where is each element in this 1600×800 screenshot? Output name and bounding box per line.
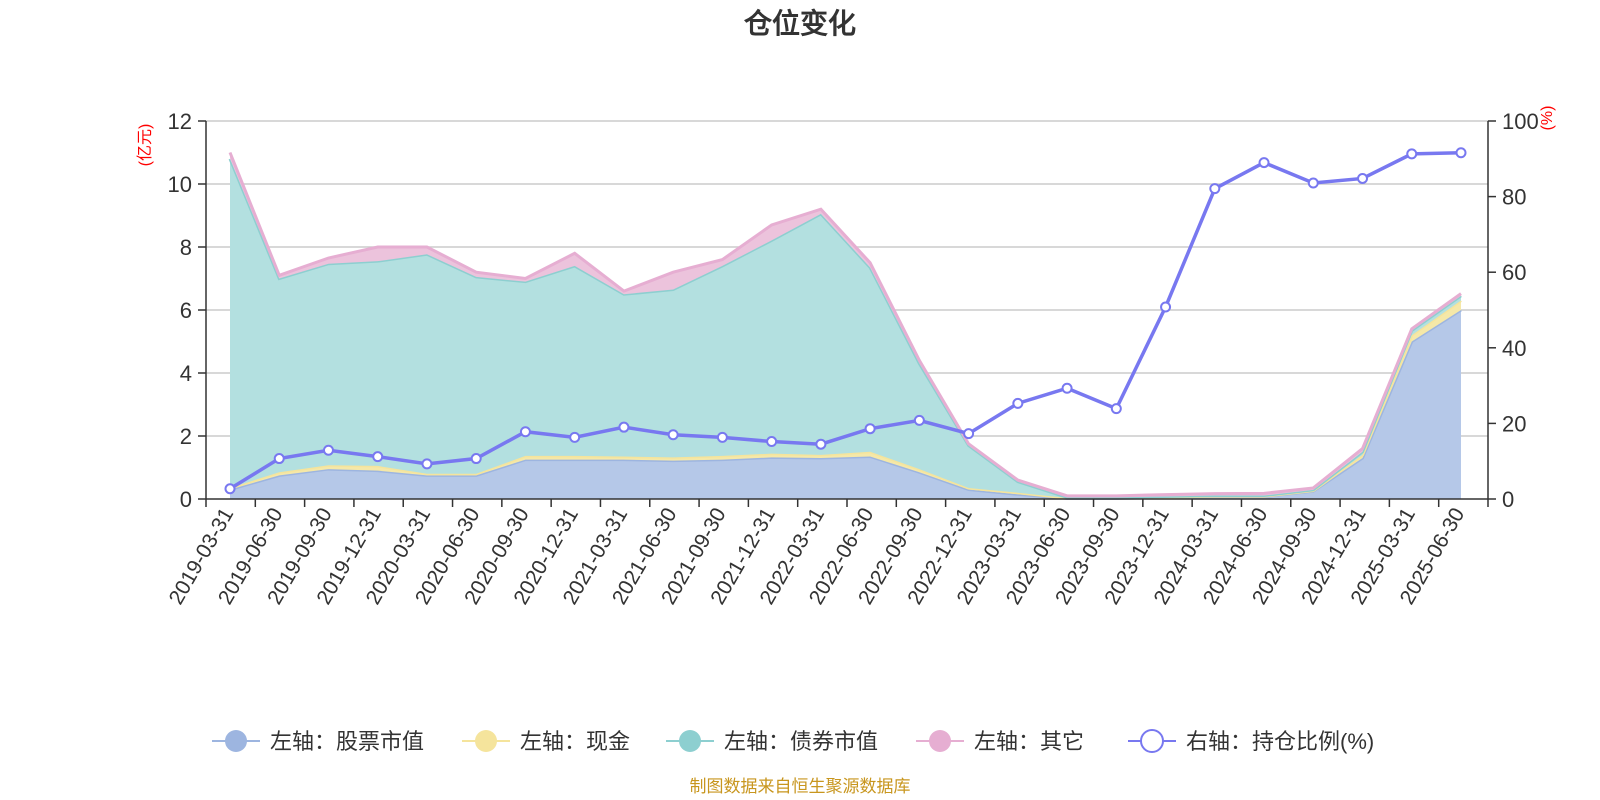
left-tick-label: 8 bbox=[180, 235, 192, 260]
legend-label: 左轴：现金 bbox=[520, 729, 630, 754]
ratio-point bbox=[963, 428, 975, 440]
legend-label: 左轴：债券市值 bbox=[724, 729, 878, 754]
legend-label: 右轴：持仓比例(%) bbox=[1186, 729, 1374, 754]
right-tick-label: 80 bbox=[1502, 185, 1526, 210]
ratio-line bbox=[229, 151, 1462, 491]
legend-item[interactable]: 左轴：股票市值 bbox=[212, 729, 424, 754]
area-series bbox=[228, 151, 1462, 500]
ratio-point bbox=[1307, 177, 1319, 189]
left-tick-label: 0 bbox=[180, 487, 192, 512]
left-tick-label: 2 bbox=[180, 424, 192, 449]
ratio-point bbox=[618, 421, 630, 433]
ratio-point bbox=[372, 451, 384, 463]
legend-marker bbox=[225, 730, 247, 752]
left-axis-unit: (亿元) bbox=[136, 124, 154, 167]
ratio-point bbox=[224, 483, 236, 495]
ratio-point bbox=[273, 453, 285, 465]
right-tick-label: 60 bbox=[1502, 260, 1526, 285]
left-tick-label: 12 bbox=[168, 109, 192, 134]
legend-marker bbox=[1140, 729, 1164, 753]
area-edge-3 bbox=[228, 151, 1462, 498]
ratio-point bbox=[1455, 147, 1467, 159]
ratio-point bbox=[1258, 157, 1270, 169]
legend: 左轴：股票市值 左轴：现金 左轴：债券市值 左轴：其它 右轴：持仓比例(%) bbox=[212, 729, 1374, 754]
ratio-point bbox=[569, 431, 581, 443]
right-tick-label: 100 bbox=[1502, 109, 1539, 134]
chart-title: 仓位变化 bbox=[744, 7, 856, 39]
ratio-point bbox=[913, 414, 925, 426]
legend-label: 左轴：股票市值 bbox=[270, 729, 424, 754]
ratio-point bbox=[1110, 403, 1122, 415]
ratio-point bbox=[1357, 172, 1369, 184]
ratio-point bbox=[1061, 382, 1073, 394]
ratio-point bbox=[421, 458, 433, 470]
source-note: 制图数据来自恒生聚源数据库 bbox=[690, 777, 911, 796]
right-tick-label: 40 bbox=[1502, 336, 1526, 361]
ratio-point bbox=[716, 431, 728, 443]
ratio-point bbox=[766, 436, 778, 448]
legend-item[interactable]: 左轴：其它 bbox=[916, 729, 1084, 754]
ratio-point bbox=[1012, 397, 1024, 409]
legend-item[interactable]: 左轴：现金 bbox=[462, 729, 630, 754]
ratio-point bbox=[519, 426, 531, 438]
right-tick-label: 20 bbox=[1502, 411, 1526, 436]
ratio-point bbox=[815, 438, 827, 450]
ratio-point bbox=[1160, 301, 1172, 313]
legend-marker bbox=[929, 730, 951, 752]
legend-marker bbox=[679, 730, 701, 752]
ratio-point bbox=[322, 444, 334, 456]
legend-item[interactable]: 右轴：持仓比例(%) bbox=[1128, 729, 1374, 754]
right-axis-unit: (%) bbox=[1539, 106, 1556, 131]
left-tick-label: 6 bbox=[180, 298, 192, 323]
area-2 bbox=[230, 158, 1461, 499]
ratio-point bbox=[470, 453, 482, 465]
left-tick-label: 4 bbox=[180, 361, 192, 386]
left-tick-label: 10 bbox=[168, 172, 192, 197]
ratio-line-series bbox=[224, 147, 1467, 495]
right-tick-label: 0 bbox=[1502, 487, 1514, 512]
legend-label: 左轴：其它 bbox=[974, 729, 1084, 754]
ratio-point bbox=[1209, 183, 1221, 195]
ratio-point bbox=[667, 429, 679, 441]
legend-marker bbox=[475, 730, 497, 752]
ratio-point bbox=[1406, 148, 1418, 160]
ratio-point bbox=[864, 423, 876, 435]
legend-item[interactable]: 左轴：债券市值 bbox=[666, 729, 878, 754]
area-0 bbox=[230, 310, 1461, 499]
